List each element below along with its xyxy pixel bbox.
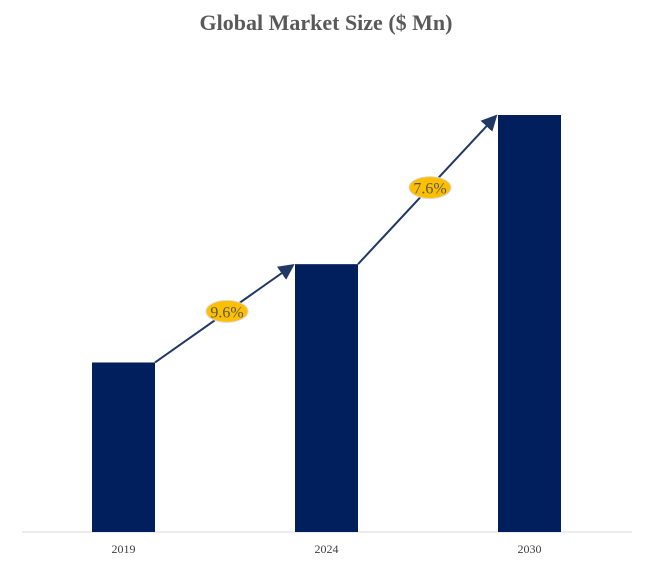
x-tick-label-2024: 2024	[315, 542, 339, 556]
x-tick-label-2019: 2019	[112, 542, 136, 556]
cagr-badge	[205, 299, 249, 323]
bar-2030	[498, 115, 561, 532]
cagr-label: 9.6%	[210, 304, 243, 321]
bar-2019	[92, 362, 155, 532]
cagr-badge	[408, 176, 452, 200]
bar-2024	[295, 264, 358, 532]
x-tick-label-2030: 2030	[518, 542, 542, 556]
chart-title: Global Market Size ($ Mn)	[199, 10, 453, 35]
cagr-label: 7.6%	[413, 181, 446, 198]
